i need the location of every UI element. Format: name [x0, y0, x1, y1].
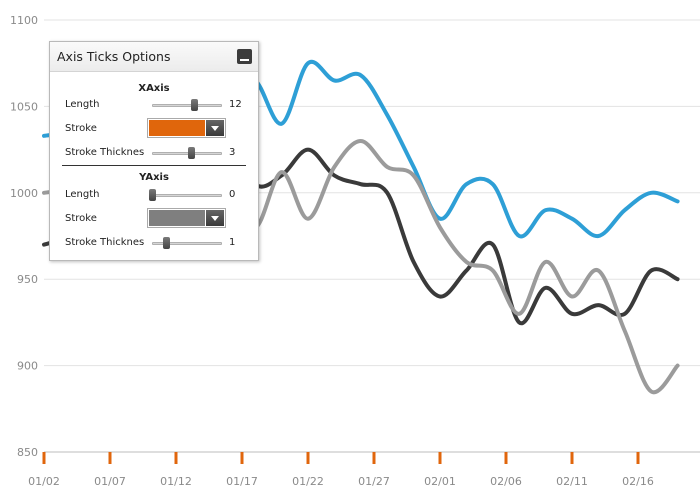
slider-thumb[interactable] [163, 237, 170, 249]
yaxis-length-value: 0 [229, 189, 236, 200]
xaxis-length-label: Length [65, 99, 100, 110]
axis-ticks-options-panel: Axis Ticks Options XAxis Length 12 Strok… [49, 41, 259, 261]
panel-header: Axis Ticks Options [50, 42, 258, 72]
color-swatch [149, 120, 205, 136]
slider-thumb[interactable] [187, 147, 195, 159]
x-tick-label: 01/02 [28, 475, 60, 488]
xaxis-stroke-color-dropdown[interactable] [147, 118, 226, 138]
yaxis-thickness-value: 1 [229, 237, 236, 248]
x-tick-label: 01/22 [292, 475, 324, 488]
x-tick-label: 01/12 [160, 475, 192, 488]
yaxis-stroke-label: Stroke [65, 213, 97, 224]
minimize-button[interactable] [237, 49, 252, 64]
slider-track [152, 194, 222, 197]
xaxis-thickness-value: 3 [229, 147, 236, 158]
yaxis-thickness-slider[interactable] [152, 237, 222, 249]
x-axis-ticks: 01/02 01/07 01/12 01/17 01/22 01/27 02/01 02/06… [28, 452, 654, 488]
y-tick-label: 1050 [10, 100, 38, 113]
xaxis-length-slider[interactable] [152, 99, 222, 111]
section-divider [62, 165, 246, 166]
x-tick-label: 01/07 [94, 475, 126, 488]
slider-thumb[interactable] [149, 189, 156, 201]
xaxis-stroke-label: Stroke [65, 123, 97, 134]
xaxis-length-value: 12 [229, 99, 242, 110]
xaxis-section-title: XAxis [138, 83, 170, 94]
y-axis-tick-labels: 850 900 950 1000 1050 1100 [10, 14, 38, 459]
y-tick-label: 1100 [10, 14, 38, 27]
y-tick-label: 1000 [10, 187, 38, 200]
slider-track [152, 242, 222, 245]
x-tick-label: 01/27 [358, 475, 390, 488]
x-tick-label: 02/11 [556, 475, 588, 488]
slider-thumb[interactable] [191, 99, 198, 111]
chevron-down-icon[interactable] [206, 120, 224, 136]
y-tick-label: 850 [17, 446, 38, 459]
panel-title: Axis Ticks Options [57, 49, 171, 64]
yaxis-section-title: YAxis [139, 172, 169, 183]
xaxis-thickness-label: Stroke Thicknes [65, 147, 145, 158]
slider-track [152, 104, 222, 107]
yaxis-thickness-label: Stroke Thicknes [65, 237, 145, 248]
color-swatch [149, 210, 205, 226]
x-tick-label: 01/17 [226, 475, 258, 488]
x-tick-label: 02/01 [424, 475, 456, 488]
x-tick-label: 02/16 [622, 475, 654, 488]
chevron-down-icon[interactable] [206, 210, 224, 226]
y-tick-label: 950 [17, 273, 38, 286]
yaxis-stroke-color-dropdown[interactable] [147, 208, 226, 228]
slider-track [152, 152, 222, 155]
x-tick-label: 02/06 [490, 475, 522, 488]
y-tick-label: 900 [17, 360, 38, 373]
yaxis-length-slider[interactable] [149, 189, 222, 201]
yaxis-length-label: Length [65, 189, 100, 200]
xaxis-thickness-slider[interactable] [152, 147, 222, 159]
